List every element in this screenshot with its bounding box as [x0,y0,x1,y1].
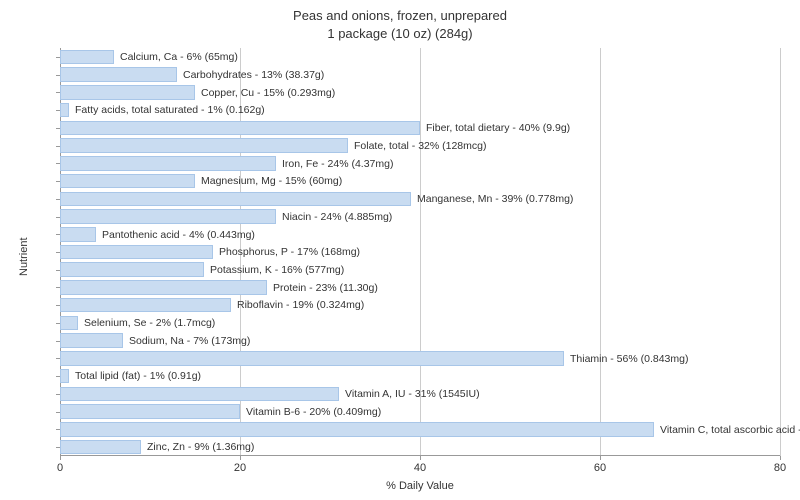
bar [60,333,123,348]
bar-label: Vitamin A, IU - 31% (1545IU) [345,388,480,400]
bar-label: Protein - 23% (11.30g) [273,282,378,294]
bar [60,422,654,437]
bar [60,85,195,100]
bar [60,262,204,277]
bar-label: Fiber, total dietary - 40% (9.9g) [426,122,570,134]
bar [60,227,96,242]
bar-label: Magnesium, Mg - 15% (60mg) [201,175,342,187]
bar [60,387,339,402]
bar [60,138,348,153]
bar-label: Thiamin - 56% (0.843mg) [570,353,688,365]
bar [60,245,213,260]
x-axis-title: % Daily Value [60,480,780,492]
bar [60,298,231,313]
bar [60,369,69,384]
bar [60,209,276,224]
bar [60,156,276,171]
chart-title-line2: 1 package (10 oz) (284g) [0,26,800,41]
bar-label: Fatty acids, total saturated - 1% (0.162… [75,104,265,116]
bar-label: Vitamin B-6 - 20% (0.409mg) [246,406,381,418]
bar-label: Total lipid (fat) - 1% (0.91g) [75,370,201,382]
x-tick-mark [600,456,601,460]
bar-label: Folate, total - 32% (128mcg) [354,140,486,152]
x-tick-mark [60,456,61,460]
bar-label: Carbohydrates - 13% (38.37g) [183,69,324,81]
bar [60,316,78,331]
x-tick-label: 0 [40,462,80,474]
bar-label: Phosphorus, P - 17% (168mg) [219,246,360,258]
bar-label: Copper, Cu - 15% (0.293mg) [201,87,335,99]
bar-label: Iron, Fe - 24% (4.37mg) [282,158,393,170]
bar-label: Sodium, Na - 7% (173mg) [129,335,250,347]
x-tick-label: 60 [580,462,620,474]
x-tick-mark [780,456,781,460]
bar [60,404,240,419]
x-tick-label: 80 [760,462,800,474]
bar [60,67,177,82]
nutrient-chart: Peas and onions, frozen, unprepared 1 pa… [0,0,800,500]
plot-area: Calcium, Ca - 6% (65mg) Carbohydrates - 1… [60,48,780,456]
bar [60,50,114,65]
bar-label: Potassium, K - 16% (577mg) [210,264,344,276]
bar [60,351,564,366]
bar-label: Selenium, Se - 2% (1.7mcg) [84,317,215,329]
bar [60,121,420,136]
gridline [600,48,601,456]
bar [60,103,69,118]
bar [60,192,411,207]
x-tick-label: 40 [400,462,440,474]
bar-label: Riboflavin - 19% (0.324mg) [237,299,364,311]
bar [60,280,267,295]
bar-label: Vitamin C, total ascorbic acid - 66% (39… [660,424,800,436]
bar-label: Zinc, Zn - 9% (1.36mg) [147,441,254,453]
bar-label: Manganese, Mn - 39% (0.778mg) [417,193,573,205]
bar-label: Pantothenic acid - 4% (0.443mg) [102,229,255,241]
bar [60,174,195,189]
chart-title-line1: Peas and onions, frozen, unprepared [0,8,800,23]
x-tick-mark [240,456,241,460]
bar-label: Niacin - 24% (4.885mg) [282,211,392,223]
bar-label: Calcium, Ca - 6% (65mg) [120,51,238,63]
gridline [780,48,781,456]
x-tick-label: 20 [220,462,260,474]
y-axis-title: Nutrient [18,237,30,276]
bar [60,440,141,455]
x-tick-mark [420,456,421,460]
